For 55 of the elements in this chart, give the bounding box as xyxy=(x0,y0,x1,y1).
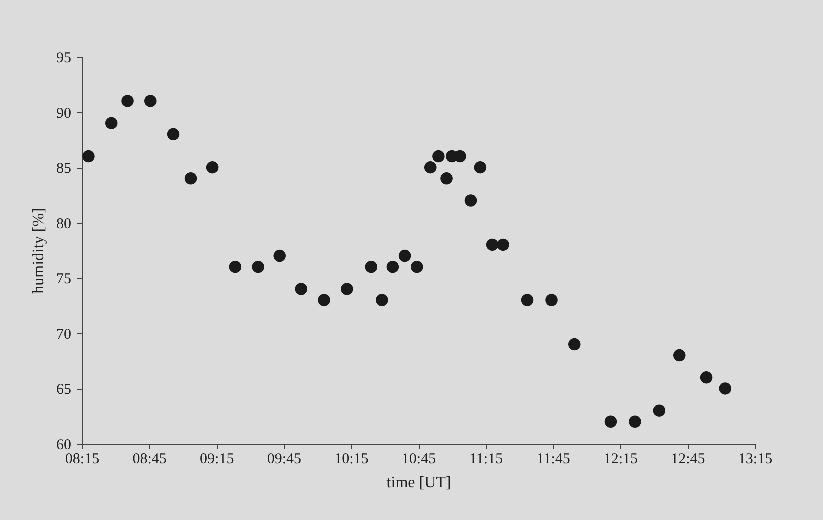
point xyxy=(105,117,118,130)
y-tick-label: 90 xyxy=(56,106,72,122)
point xyxy=(184,172,198,185)
point xyxy=(653,404,666,417)
y-tick-label: 60 xyxy=(56,438,72,454)
point xyxy=(674,349,686,362)
point xyxy=(464,194,478,207)
point xyxy=(398,250,412,262)
y-axis-title: humidity [%] xyxy=(30,208,48,294)
y-tick-label: 75 xyxy=(56,272,72,288)
point xyxy=(318,294,330,306)
point xyxy=(144,95,157,108)
point xyxy=(700,372,713,384)
x-tick-label: 09:45 xyxy=(267,452,302,468)
x-tick-label: 08:15 xyxy=(65,452,100,468)
point xyxy=(604,416,618,428)
x-tick-label: 10:45 xyxy=(402,452,436,468)
y-tick-label: 80 xyxy=(56,216,72,232)
y-tick-label: 65 xyxy=(56,382,72,398)
point xyxy=(252,260,264,274)
x-tick-label: 12:45 xyxy=(671,452,706,468)
y-tick-label: 70 xyxy=(56,326,72,343)
point xyxy=(568,338,581,351)
point xyxy=(82,150,95,163)
point xyxy=(376,294,388,306)
point xyxy=(432,150,445,163)
point xyxy=(122,95,134,108)
x-tick-label: 12:15 xyxy=(604,452,638,468)
point xyxy=(546,294,558,306)
x-tick-label: 11:45 xyxy=(536,452,570,468)
point xyxy=(719,382,732,395)
x-tick-label: 08:45 xyxy=(132,452,167,468)
point xyxy=(629,416,642,428)
x-tick-label: 13:15 xyxy=(738,452,773,468)
point xyxy=(341,283,354,296)
point xyxy=(167,128,180,141)
point xyxy=(440,172,453,185)
point xyxy=(424,161,437,174)
x-tick-label: 10:15 xyxy=(334,452,369,468)
point xyxy=(386,260,400,274)
point xyxy=(365,260,378,274)
point xyxy=(274,250,286,262)
point xyxy=(206,161,219,174)
y-tick-label: 95 xyxy=(56,50,72,66)
point xyxy=(229,260,242,274)
x-axis-title: time [UT] xyxy=(386,474,452,492)
point xyxy=(474,161,487,174)
point xyxy=(295,283,308,296)
x-tick-label: 09:15 xyxy=(200,452,234,468)
x-tick-label: 11:15 xyxy=(469,452,504,468)
point xyxy=(497,238,510,252)
point xyxy=(521,294,534,306)
point xyxy=(486,238,499,252)
y-tick-label: 85 xyxy=(56,161,72,178)
point xyxy=(411,260,424,274)
